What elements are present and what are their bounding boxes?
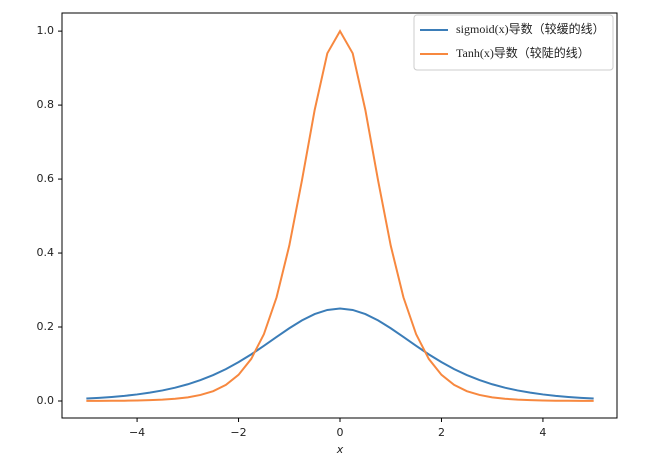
- legend-box: [413, 14, 614, 71]
- legend-label: Tanh(x)导数（较陡的线）: [456, 45, 590, 60]
- y-tick-label: 0.4: [37, 246, 55, 259]
- legend-label: sigmoid(x)导数（较缓的线）: [456, 21, 605, 36]
- plot-frame: [61, 12, 618, 419]
- x-tick-label: −2: [230, 426, 246, 439]
- x-tick-label: −4: [129, 426, 145, 439]
- y-tick-label: 0.0: [37, 394, 55, 407]
- y-tick-label: 1.0: [37, 24, 55, 37]
- series-line: [86, 29, 594, 402]
- y-tick-label: 0.2: [37, 320, 55, 333]
- x-tick-label: 2: [438, 426, 445, 439]
- y-tick-label: 0.6: [37, 172, 55, 185]
- x-axis-label: x: [336, 443, 344, 456]
- x-tick-label: 0: [337, 426, 344, 439]
- y-tick-label: 0.8: [37, 98, 55, 111]
- x-tick-label: 4: [539, 426, 546, 439]
- series-line: [86, 307, 594, 400]
